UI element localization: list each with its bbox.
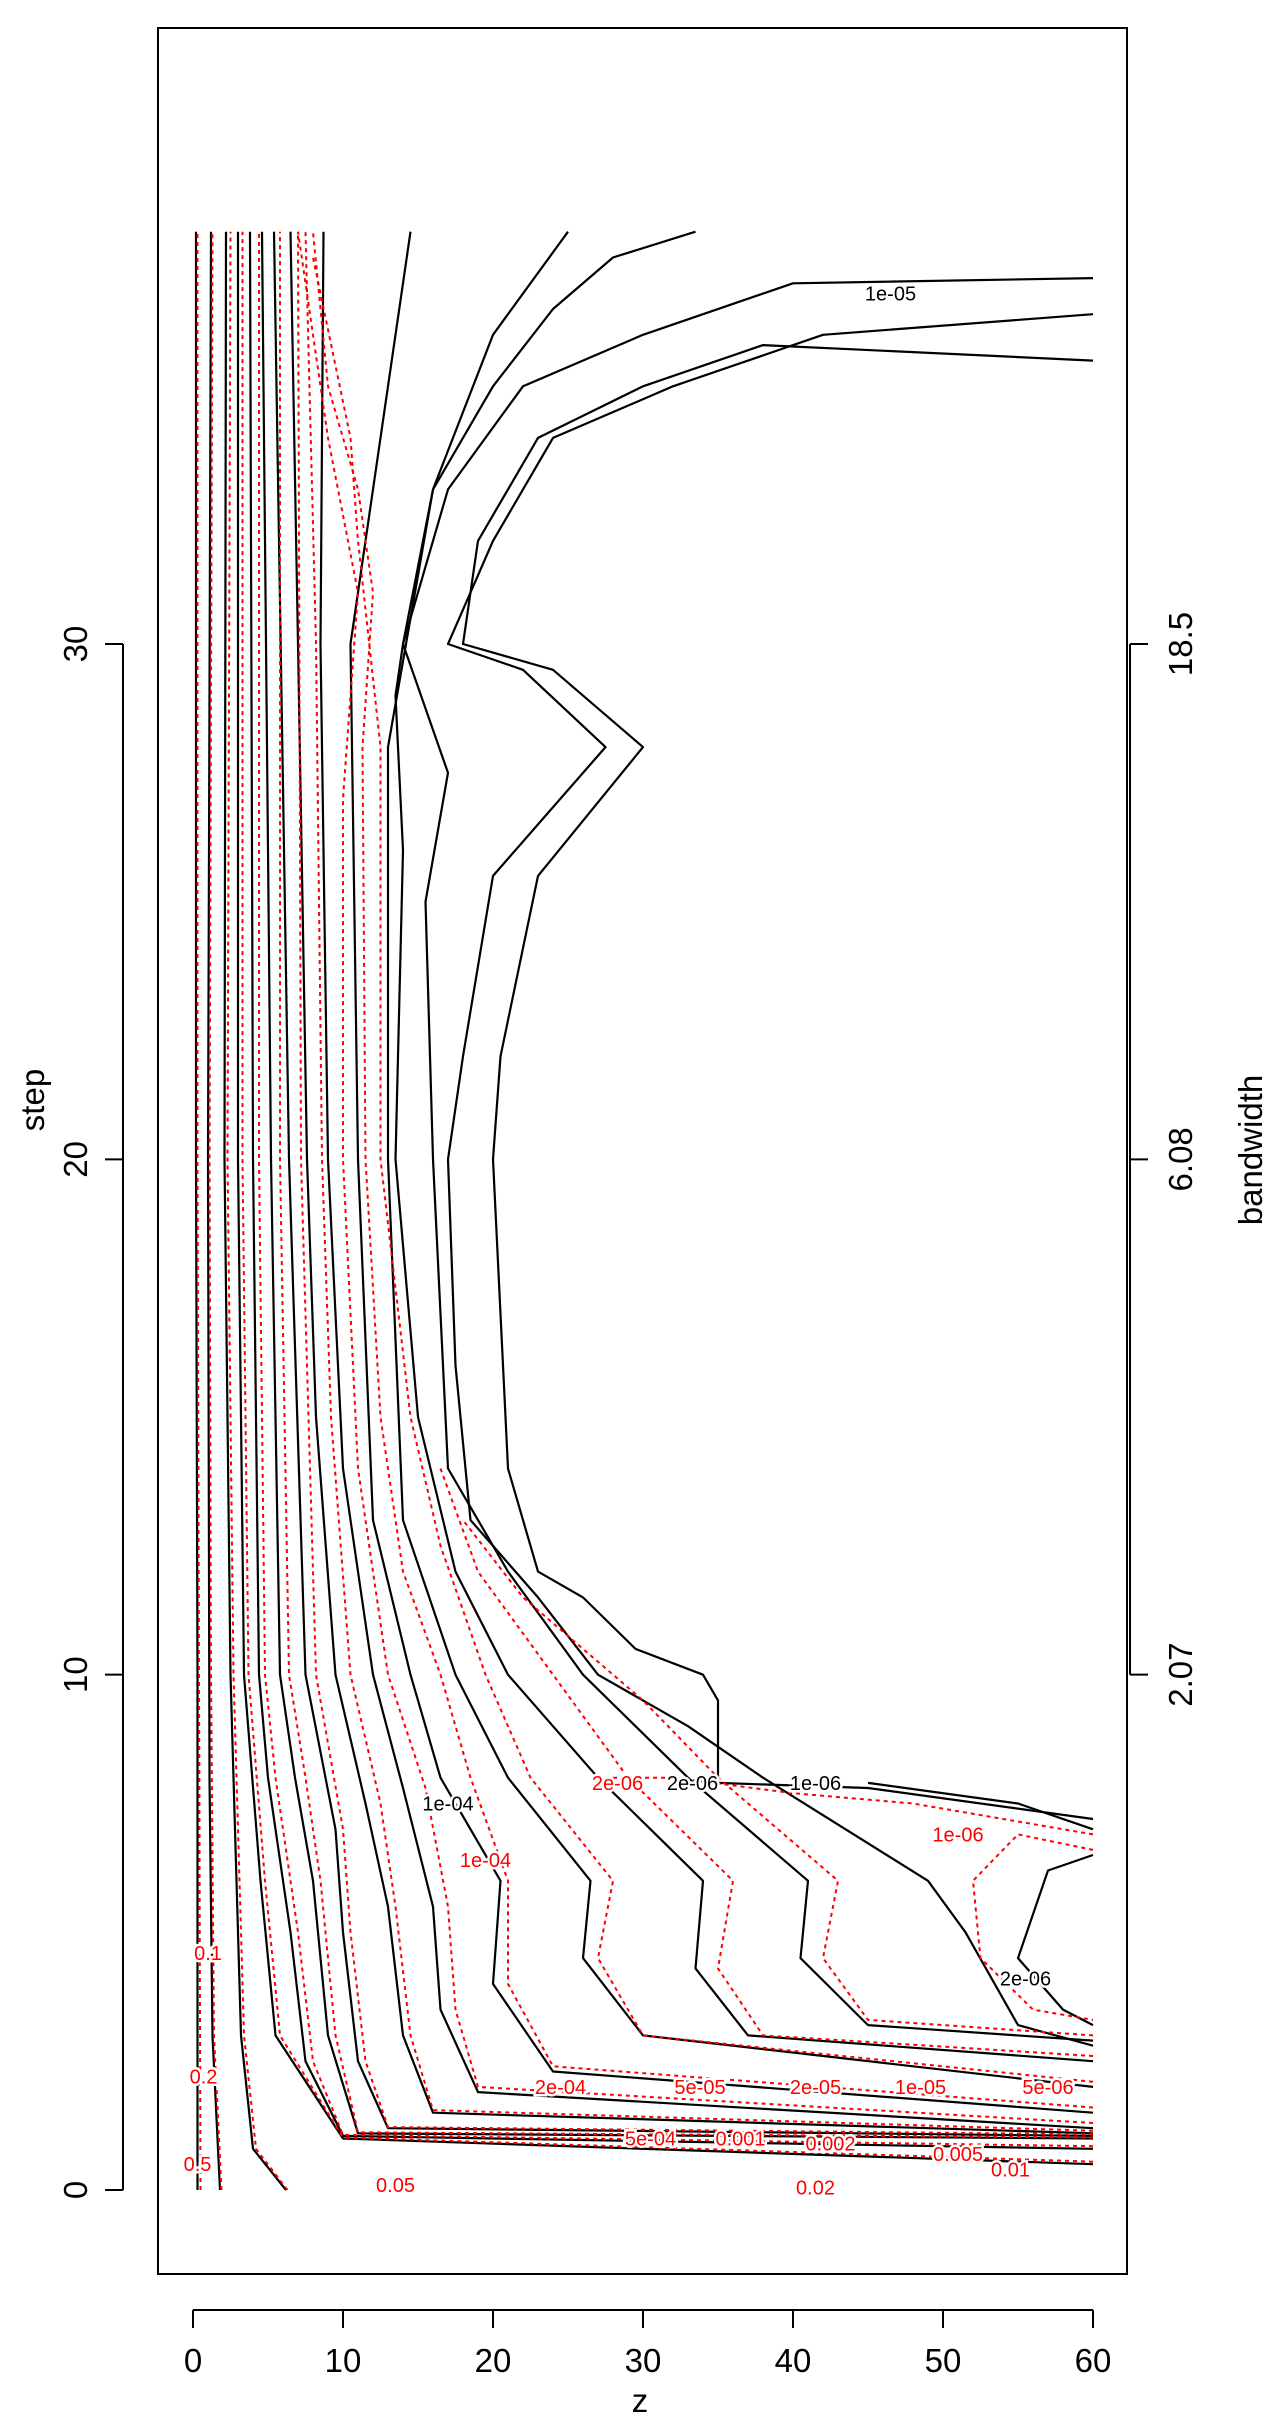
contour-line-red-29 [462, 1519, 1094, 2037]
contour-label-13: 5e-05 [674, 2077, 725, 2099]
y2-tick-label-30: 18.5 [1162, 612, 1199, 676]
contour-line-red-23 [297, 231, 1094, 2136]
contour-label-2: 1e-06 [790, 1773, 841, 1795]
contour-line-black-8 [319, 231, 1094, 2130]
x-tick-label-30: 30 [625, 2342, 662, 2379]
contour-line-red-17 [196, 231, 202, 2191]
contour-label-21: 0.01 [991, 2159, 1030, 2181]
contour-line-black-3 [236, 231, 1094, 2166]
contour-label-15: 1e-05 [895, 2077, 946, 2099]
contour-line-black-11 [394, 230, 1094, 2063]
y-tick-label-10: 10 [57, 1656, 94, 1693]
y-tick-label-0: 0 [57, 2181, 94, 2199]
contour-line-red-31 [613, 1776, 1094, 1836]
contour-label-10: 0.5 [184, 2154, 212, 2176]
x-tick-label-20: 20 [475, 2342, 512, 2379]
contour-line-red-19 [226, 231, 289, 2191]
y-tick-label-20: 20 [57, 1141, 94, 1178]
contour-labels: 1e-05 2e-06 1e-06 1e-04 2e-06 2e-06 1e-06 1e-04… [181, 281, 1076, 2202]
contour-label-16: 5e-06 [1022, 2077, 1073, 2099]
contour-line-black-9 [349, 231, 1094, 2114]
contour-line-black-5 [260, 231, 1094, 2140]
contour-label-11: 0.05 [376, 2175, 415, 2197]
contour-line-black-15 [461, 344, 1094, 1821]
contour-line-red-21 [258, 231, 1094, 2148]
contour-label-4: 2e-06 [1000, 1969, 1051, 1991]
contour-label-12: 2e-04 [535, 2077, 586, 2099]
x-axis: 0 10 20 30 40 50 60 [184, 2309, 1112, 2379]
contour-label-6: 1e-06 [932, 1824, 983, 1846]
x-tick-label-60: 60 [1075, 2342, 1112, 2379]
contour-line-black-13 [446, 313, 1094, 2047]
contour-line-red-25 [297, 231, 1094, 2124]
contour-line-red-28 [439, 1468, 1094, 2057]
contour-line-black-14 [1016, 1853, 1094, 2027]
contour-line-red-22 [279, 231, 1094, 2139]
contour-line-black-7 [289, 231, 1094, 2135]
y-axis: 0 10 20 30 [57, 626, 124, 2199]
contour-line-black-4 [248, 231, 1094, 2150]
contour-line-black-1 [206, 231, 222, 2191]
contour-label-1: 2e-06 [667, 1773, 718, 1795]
y2-tick-label-10: 2.07 [1162, 1643, 1199, 1707]
contour-label-0: 1e-05 [865, 284, 916, 306]
contour-label-5: 2e-06 [592, 1773, 643, 1795]
y-axis-label: step [14, 1069, 51, 1131]
contour-label-14: 2e-05 [790, 2077, 841, 2099]
y-tick-label-30: 30 [57, 626, 94, 663]
contour-label-7: 1e-04 [460, 1850, 511, 1872]
contour-label-18: 0.001 [715, 2128, 765, 2150]
x-tick-label-10: 10 [325, 2342, 362, 2379]
contour-label-20: 0.005 [933, 2144, 983, 2166]
y2-axis-label: bandwidth [1232, 1075, 1269, 1225]
x-tick-label-50: 50 [925, 2342, 962, 2379]
contour-label-19: 0.002 [805, 2134, 855, 2156]
x-tick-label-40: 40 [775, 2342, 812, 2379]
contour-line-red-18 [208, 231, 223, 2191]
contour-label-22: 0.02 [796, 2177, 835, 2199]
x-axis-label: z [632, 2382, 649, 2419]
contour-line-black-16 [867, 1781, 1094, 1831]
contour-line-black-0 [194, 231, 199, 2190]
contour-line-black-12 [401, 277, 1094, 2042]
y2-axis: 2.07 6.08 18.5 [1129, 612, 1199, 1707]
contour-label-17: 5e-04 [625, 2128, 676, 2150]
contour-line-red-20 [241, 231, 1094, 2163]
contour-line-red-24 [304, 231, 1094, 2132]
contour-line-black-2 [223, 231, 287, 2191]
contour-line-red-27 [312, 257, 1094, 2083]
x-tick-label-0: 0 [184, 2342, 202, 2379]
contour-label-8: 0.1 [194, 1943, 222, 1965]
contour-label-3: 1e-04 [422, 1794, 473, 1816]
contour-label-9: 0.2 [190, 2067, 218, 2089]
contour-line-black-6 [272, 231, 1094, 2137]
y2-tick-label-20: 6.08 [1162, 1127, 1199, 1191]
contour-lines [194, 230, 1094, 2191]
plot-frame [157, 27, 1128, 2275]
contour-line-black-10 [386, 231, 1094, 2088]
